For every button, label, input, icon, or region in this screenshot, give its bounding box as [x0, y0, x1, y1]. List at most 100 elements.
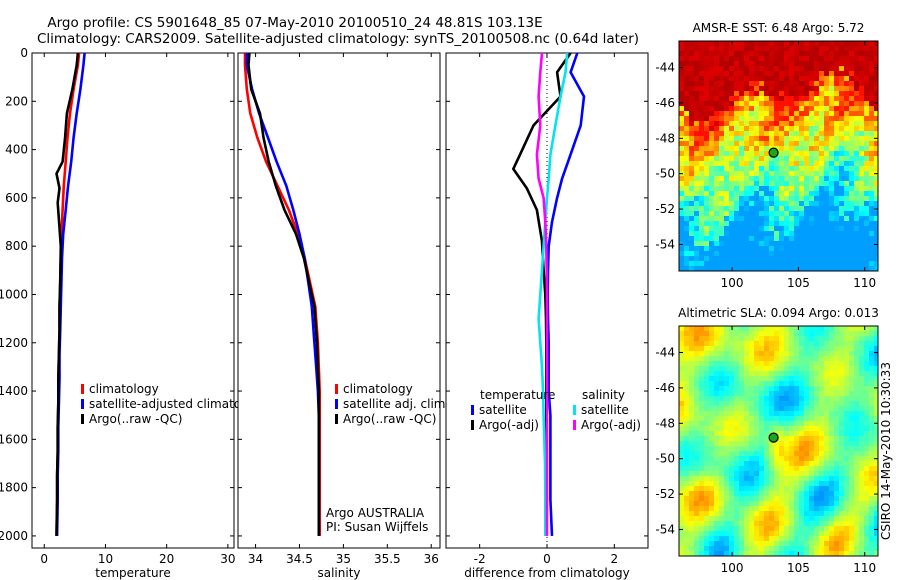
heatmap-cell	[734, 381, 739, 386]
heatmap-cell	[704, 456, 709, 461]
heatmap-cell	[779, 161, 784, 166]
heatmap-cell	[809, 76, 814, 81]
heatmap-cell	[839, 526, 844, 531]
heatmap-cell	[679, 471, 684, 476]
heatmap-cell	[774, 121, 779, 126]
heatmap-cell	[869, 126, 874, 131]
heatmap-cell	[794, 341, 799, 346]
heatmap-cell	[744, 71, 749, 76]
heatmap-cell	[699, 536, 704, 541]
heatmap-cell	[774, 241, 779, 246]
heatmap-cell	[689, 541, 694, 546]
heatmap-cell	[814, 516, 819, 521]
heatmap-cell	[829, 191, 834, 196]
heatmap-cell	[869, 486, 874, 491]
heatmap-cell	[779, 266, 784, 271]
heatmap-cell	[789, 391, 794, 396]
heatmap-cell	[874, 411, 878, 416]
heatmap-cell	[874, 116, 878, 121]
argo-position-marker	[768, 147, 779, 158]
heatmap-cell	[809, 216, 814, 221]
heatmap-cell	[809, 46, 814, 51]
heatmap-cell	[794, 406, 799, 411]
heatmap-cell	[699, 146, 704, 151]
heatmap-cell	[749, 456, 754, 461]
x-tick-label: 35	[336, 552, 351, 566]
heatmap-cell	[749, 366, 754, 371]
heatmap-cell	[719, 171, 724, 176]
heatmap-cell	[854, 216, 859, 221]
heatmap-cell	[729, 186, 734, 191]
heatmap-cell	[699, 246, 704, 251]
heatmap-cell	[744, 111, 749, 116]
heatmap-cell	[809, 381, 814, 386]
heatmap-cell	[719, 136, 724, 141]
heatmap-cell	[839, 516, 844, 521]
heatmap-cell	[819, 356, 824, 361]
heatmap-cell	[774, 266, 779, 271]
heatmap-cell	[764, 176, 769, 181]
heatmap-cell	[739, 41, 744, 46]
heatmap-cell	[804, 541, 809, 546]
legend-swatch	[335, 384, 338, 394]
heatmap-cell	[809, 206, 814, 211]
heatmap-cell	[789, 51, 794, 56]
heatmap-cell	[804, 496, 809, 501]
heatmap-cell	[694, 401, 699, 406]
annotation-text: PI: Susan Wijffels	[326, 520, 428, 534]
heatmap-cell	[799, 186, 804, 191]
heatmap-cell	[859, 521, 864, 526]
heatmap-cell	[814, 536, 819, 541]
heatmap-cell	[759, 441, 764, 446]
heatmap-cell	[784, 151, 789, 156]
heatmap-cell	[804, 326, 809, 331]
heatmap-cell	[739, 416, 744, 421]
heatmap-cell	[699, 441, 704, 446]
heatmap-cell	[764, 231, 769, 236]
heatmap-cell	[834, 166, 839, 171]
heatmap-cell	[849, 356, 854, 361]
heatmap-cell	[844, 56, 849, 61]
heatmap-cell	[729, 451, 734, 456]
heatmap-cell	[859, 121, 864, 126]
heatmap-cell	[854, 411, 859, 416]
heatmap-cell	[719, 166, 724, 171]
heatmap-cell	[699, 376, 704, 381]
heatmap-cell	[759, 456, 764, 461]
heatmap-cell	[764, 81, 769, 86]
heatmap-cell	[724, 471, 729, 476]
heatmap-cell	[874, 346, 878, 351]
heatmap-cell	[749, 166, 754, 171]
heatmap-cell	[724, 81, 729, 86]
heatmap-cell	[734, 216, 739, 221]
heatmap-cell	[839, 176, 844, 181]
heatmap-cell	[839, 341, 844, 346]
heatmap-cell	[864, 466, 869, 471]
heatmap-cell	[864, 146, 869, 151]
heatmap-cell	[724, 496, 729, 501]
heatmap-cell	[869, 366, 874, 371]
heatmap-cell	[724, 41, 729, 46]
heatmap-cell	[844, 136, 849, 141]
heatmap-cell	[864, 541, 869, 546]
heatmap-cell	[699, 161, 704, 166]
heatmap-cell	[874, 111, 878, 116]
heatmap-cell	[814, 121, 819, 126]
heatmap-cell	[729, 91, 734, 96]
heatmap-cell	[779, 516, 784, 521]
heatmap-cell	[694, 486, 699, 491]
heatmap-cell	[864, 41, 869, 46]
heatmap-cell	[859, 451, 864, 456]
heatmap-cell	[829, 411, 834, 416]
heatmap-cell	[779, 261, 784, 266]
heatmap-cell	[824, 261, 829, 266]
heatmap-cell	[849, 431, 854, 436]
heatmap-cell	[704, 216, 709, 221]
heatmap-cell	[874, 436, 878, 441]
heatmap-cell	[714, 66, 719, 71]
series-line-argo-raw-qc-	[55, 52, 80, 536]
heatmap-cell	[849, 456, 854, 461]
heatmap-cell	[694, 176, 699, 181]
heatmap-cell	[694, 221, 699, 226]
heatmap-cell	[689, 171, 694, 176]
